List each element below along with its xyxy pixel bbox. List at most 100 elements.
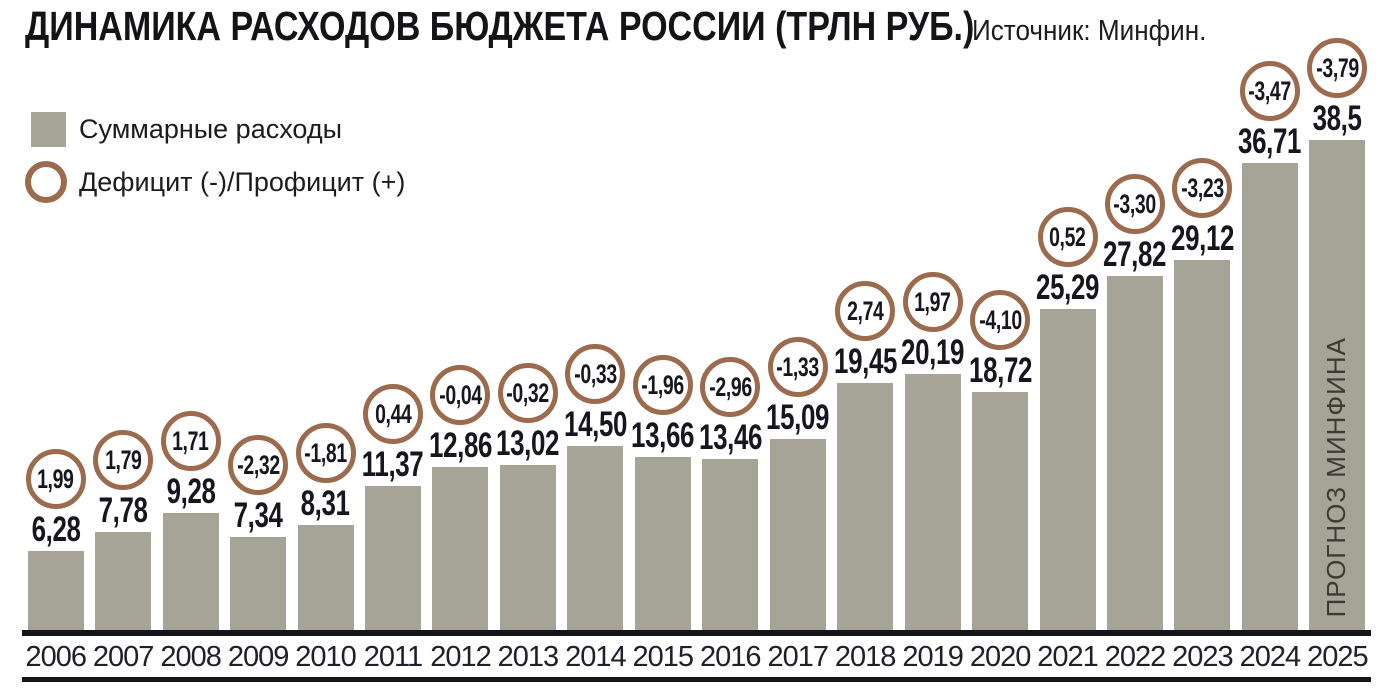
expense-bar [904,374,961,631]
balance-value: 0,52 [1049,221,1086,252]
balance-circle: -2,96 [700,357,761,417]
chart-column-2019: 1,97 20,19 [899,272,966,631]
bar-value-text: 11,37 [362,445,424,484]
balance-circle: -3,79 [1307,38,1368,98]
balance-circle: 2,74 [835,281,896,341]
expense-bar [837,383,894,631]
balance-circle: -2,32 [228,435,289,495]
year-label: 2007 [92,640,155,673]
balance-value: -3,30 [1113,188,1157,219]
bar-value-label: 25,29 [1025,268,1110,307]
expense-bar [297,525,354,631]
bar-value-text: 15,09 [766,398,830,437]
balance-value: -2,32 [236,449,280,480]
expense-bar [162,513,219,631]
year-label: 2024 [1239,640,1302,673]
year-label: 2014 [565,640,627,673]
expense-bar [1174,260,1231,631]
balance-value: 1,71 [172,425,209,456]
balance-value: -0,04 [439,379,482,410]
chart-column-2007: 1,79 7,78 [89,430,156,631]
bar-value-label: 8,31 [292,484,358,523]
bar-value-text: 18,72 [968,351,1032,390]
chart-column-2010: -1,81 8,31 [292,423,359,631]
bar-value-label: 12,86 [418,426,503,465]
year-label: 2012 [430,640,492,673]
year-label: 2021 [1037,640,1099,673]
expense-bar [769,439,826,631]
chart-column-2016: -2,96 13,46 [697,357,764,631]
chart-column-2009: -2,32 7,34 [224,435,291,631]
balance-circle: -1,96 [632,355,693,415]
expense-bar [499,465,556,631]
year-label: 2008 [160,640,222,673]
balance-value: -3,47 [1248,75,1292,106]
chart-column-2024: -3,47 36,71 [1236,61,1303,631]
bar-value-text: 19,45 [833,342,897,381]
page-title-text: ДИНАМИКА РАСХОДОВ БЮДЖЕТА РОССИИ (ТРЛН Р… [25,3,975,49]
bar-value-label: 13,46 [688,418,773,457]
bar-value-text: 38,5 [1312,99,1362,138]
balance-circle: 1,71 [160,411,221,471]
bar-value-text: 7,34 [233,496,283,535]
balance-value: -2,96 [709,371,752,402]
bar-value-label: 14,50 [553,405,638,444]
chart-column-2021: 0,52 25,29 [1034,207,1101,631]
legend-label-expenses: Суммарные расходы [79,114,342,144]
bar-value-text: 12,86 [428,426,492,465]
balance-value: -1,96 [641,369,685,400]
year-label: 2023 [1172,640,1234,673]
balance-circle: 0,44 [362,384,423,444]
balance-circle: 0,52 [1037,207,1098,267]
bar-value-label: 19,45 [823,342,908,381]
bar-value-text: 7,78 [98,491,148,530]
chart-column-2018: 2,74 19,45 [831,281,898,631]
chart-column-2006: 1,99 6,28 [22,449,89,631]
year-label: 2006 [25,640,87,673]
bar-value-label: 38,5 [1304,99,1370,138]
expense-bar [972,392,1029,631]
bar-value-label: 36,71 [1227,122,1312,161]
chart-column-2012: -0,04 12,86 [427,365,494,631]
axis-baseline [22,630,1371,636]
year-label: 2018 [834,640,897,673]
bar-value-text: 20,19 [901,333,965,372]
expense-bar [27,551,84,631]
bar-value-label: 11,37 [351,445,434,484]
expense-bar [95,532,152,631]
balance-circle: -4,10 [970,290,1031,350]
balance-value: -0,32 [506,377,550,408]
x-axis-labels: 2006 2007 2008 2009 2010 2011 2012 2013 2014 2015… [22,638,1371,676]
bar-value-label: 7,78 [90,491,156,530]
expense-bar [702,459,759,631]
bar-value-label: 13,66 [620,416,705,455]
bar-value-text: 13,46 [698,418,762,457]
balance-value: -1,81 [304,437,347,468]
bar-value-text: 6,28 [31,510,81,549]
chart-column-2015: -1,96 13,66 [629,355,696,631]
page-title: ДИНАМИКА РАСХОДОВ БЮДЖЕТА РОССИИ (ТРЛН Р… [25,6,1169,47]
year-label: 2016 [700,640,762,673]
chart-column-2025: -3,79 38,5 ПРОГНОЗ МИНФИНА [1304,38,1371,631]
year-label: 2025 [1307,640,1369,673]
chart-column-2022: -3,30 27,82 [1101,174,1168,631]
year-label: 2019 [902,640,964,673]
forecast-label: ПРОГНОЗ МИНФИНА [1321,336,1352,617]
balance-circle: -3,23 [1172,158,1233,218]
bar-value-text: 13,66 [631,416,695,455]
chart-column-2020: -4,10 18,72 [966,290,1033,631]
chart-column-2011: 0,44 11,37 [359,384,426,631]
expense-bar [230,537,287,631]
bar-value-text: 29,12 [1170,219,1234,258]
balance-value: -1,33 [776,351,819,382]
source-label-text: Источник: Минфин. [972,15,1207,47]
balance-circle: -3,30 [1104,174,1165,234]
expense-bar [364,486,421,631]
balance-circle: -1,33 [767,337,828,397]
balance-circle: -3,47 [1239,61,1300,121]
expense-bar [1106,276,1163,631]
balance-value: 0,44 [374,398,412,429]
balance-circle: -0,04 [430,365,491,425]
year-label: 2009 [227,640,290,673]
balance-value: 1,99 [37,463,75,494]
